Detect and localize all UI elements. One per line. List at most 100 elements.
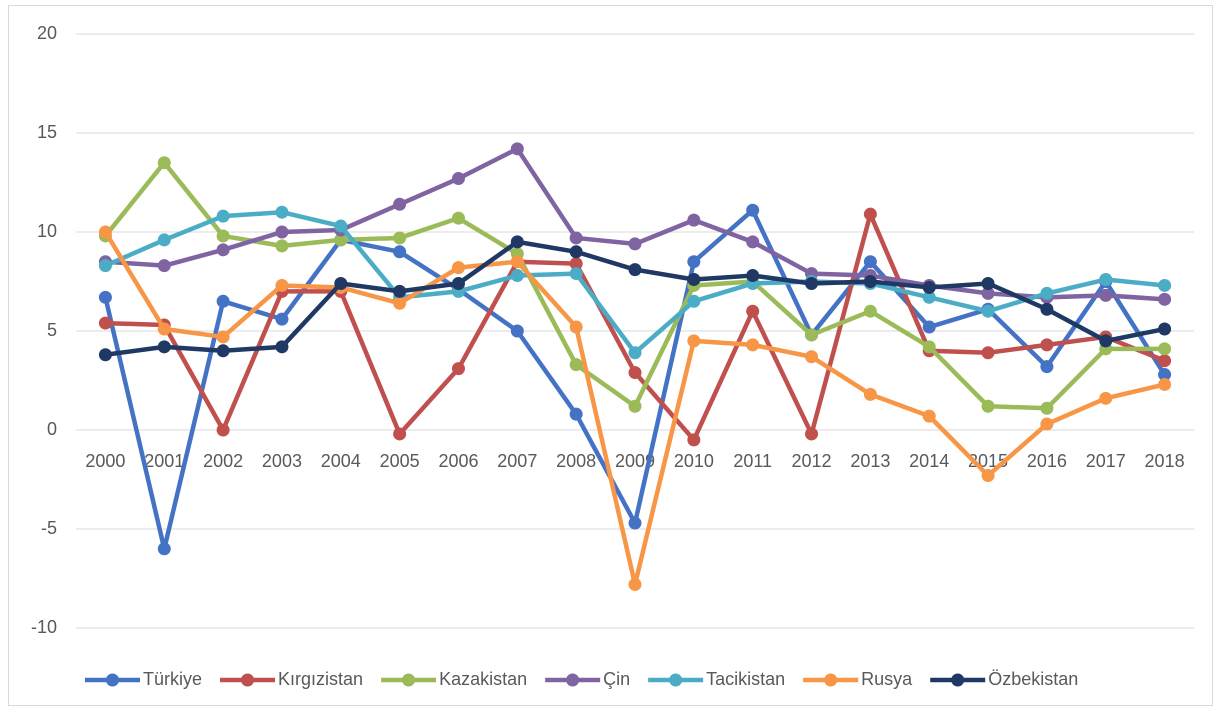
- data-point: [157, 156, 171, 170]
- legend-marker: [106, 673, 119, 687]
- data-point: [393, 245, 407, 259]
- data-point: [628, 366, 642, 380]
- data-point: [216, 209, 230, 223]
- data-point: [275, 278, 289, 292]
- data-point: [275, 205, 289, 219]
- data-point: [569, 358, 583, 372]
- data-point: [981, 304, 995, 318]
- data-point: [98, 259, 112, 273]
- legend-label: Türkiye: [143, 669, 202, 689]
- data-point: [922, 290, 936, 304]
- legend-label: Kırgızistan: [278, 669, 363, 689]
- data-point: [805, 350, 819, 364]
- data-point: [628, 577, 642, 591]
- data-point: [510, 269, 524, 283]
- data-point: [1040, 338, 1054, 352]
- data-point: [98, 290, 112, 304]
- x-tick-label: 2016: [1027, 451, 1067, 471]
- chart-border: [8, 5, 1213, 706]
- legend-marker: [824, 673, 838, 687]
- y-tick-label: 5: [47, 320, 57, 340]
- data-point: [687, 294, 701, 308]
- data-point: [922, 280, 936, 294]
- data-point: [1158, 322, 1172, 336]
- data-point: [1099, 288, 1113, 302]
- x-tick-label: 2001: [144, 451, 184, 471]
- data-point: [393, 284, 407, 298]
- data-point: [98, 348, 112, 362]
- data-point: [569, 257, 583, 271]
- data-point: [569, 407, 583, 421]
- x-tick-label: 2006: [438, 451, 478, 471]
- x-tick-label: 2017: [1086, 451, 1126, 471]
- data-point: [451, 172, 465, 186]
- data-point: [863, 304, 877, 318]
- data-point: [98, 316, 112, 330]
- data-point: [157, 340, 171, 354]
- data-point: [1040, 417, 1054, 431]
- data-point: [1040, 302, 1054, 316]
- data-point: [216, 330, 230, 344]
- data-point: [1099, 391, 1113, 405]
- data-point: [451, 261, 465, 275]
- data-point: [275, 312, 289, 326]
- data-point: [1040, 401, 1054, 415]
- data-point: [746, 304, 760, 318]
- data-point: [1099, 334, 1113, 348]
- x-tick-label: 2012: [792, 451, 832, 471]
- x-tick-label: 2000: [85, 451, 125, 471]
- data-point: [1158, 292, 1172, 306]
- data-point: [687, 433, 701, 447]
- data-point: [687, 273, 701, 287]
- data-point: [275, 239, 289, 253]
- data-point: [157, 542, 171, 556]
- data-point: [863, 387, 877, 401]
- y-tick-label: -10: [31, 617, 57, 637]
- legend-marker: [566, 673, 580, 687]
- data-point: [981, 346, 995, 360]
- data-point: [157, 322, 171, 336]
- legend-label: Özbekistan: [988, 669, 1078, 689]
- legend-marker: [951, 673, 965, 687]
- data-point: [216, 229, 230, 243]
- data-point: [863, 207, 877, 221]
- data-point: [510, 255, 524, 269]
- legend-label: Kazakistan: [439, 669, 527, 689]
- data-point: [216, 423, 230, 437]
- data-point: [216, 243, 230, 257]
- x-tick-label: 2004: [321, 451, 361, 471]
- y-tick-label: 10: [37, 221, 57, 241]
- data-point: [334, 219, 348, 233]
- data-point: [1158, 342, 1172, 356]
- data-point: [451, 362, 465, 376]
- data-point: [275, 340, 289, 354]
- x-tick-label: 2013: [850, 451, 890, 471]
- x-tick-label: 2010: [674, 451, 714, 471]
- x-tick-label: 2002: [203, 451, 243, 471]
- data-point: [98, 225, 112, 239]
- data-point: [157, 233, 171, 247]
- data-point: [1158, 354, 1172, 368]
- data-point: [1158, 278, 1172, 292]
- data-point: [687, 213, 701, 227]
- data-point: [746, 269, 760, 283]
- data-point: [805, 328, 819, 342]
- y-tick-label: 15: [37, 122, 57, 142]
- data-point: [981, 286, 995, 300]
- data-point: [922, 320, 936, 334]
- data-point: [687, 334, 701, 348]
- data-point: [569, 320, 583, 334]
- data-point: [510, 235, 524, 249]
- x-tick-label: 2011: [733, 451, 772, 471]
- data-point: [628, 263, 642, 277]
- legend-marker: [669, 673, 683, 687]
- y-tick-label: 0: [47, 419, 57, 439]
- data-point: [687, 255, 701, 269]
- x-tick-label: 2018: [1145, 451, 1185, 471]
- data-point: [922, 409, 936, 423]
- data-point: [1158, 377, 1172, 391]
- x-tick-label: 2007: [497, 451, 537, 471]
- x-tick-label: 2003: [262, 451, 302, 471]
- y-tick-label: 20: [37, 23, 57, 43]
